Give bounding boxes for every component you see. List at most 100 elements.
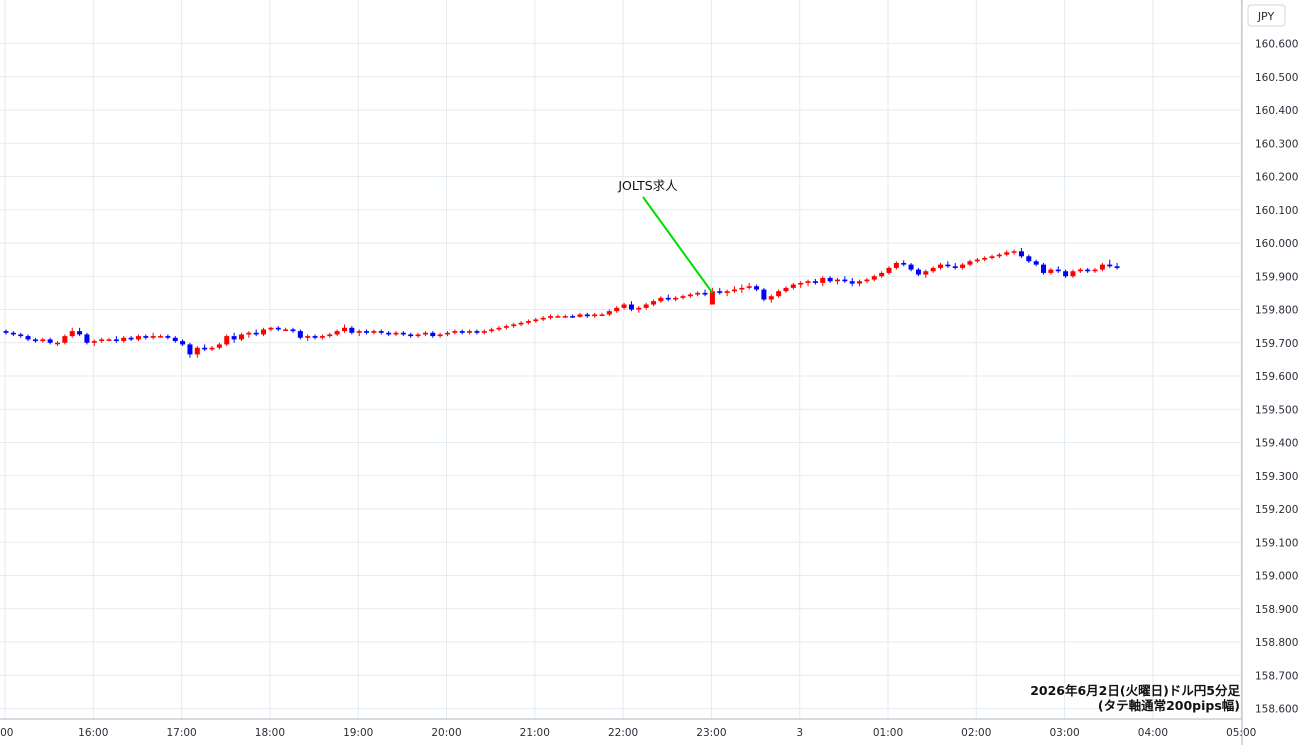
candle-body	[1033, 261, 1039, 265]
candle-body	[1063, 271, 1069, 277]
candle-body	[687, 294, 693, 297]
candle-body	[194, 347, 200, 355]
candle-body	[437, 334, 443, 337]
candle-body	[55, 342, 61, 345]
candle-body	[548, 316, 554, 318]
y-tick-label: 159.800	[1255, 305, 1298, 317]
candle-body	[1092, 269, 1098, 272]
annotation-pointer-line	[642, 196, 714, 294]
candle-body	[606, 311, 612, 315]
horizontal-gridlines	[0, 43, 1242, 709]
y-tick-label: 159.400	[1255, 438, 1298, 450]
candle-body	[474, 331, 480, 333]
candle-body	[99, 339, 105, 342]
candle-body	[327, 334, 333, 337]
candle-body	[717, 291, 723, 293]
candle-body	[481, 331, 487, 333]
candle-body	[628, 304, 634, 310]
candle-body	[930, 267, 936, 272]
candle-body	[1070, 271, 1076, 277]
candle-body	[408, 334, 414, 337]
candle-body	[643, 304, 649, 308]
candle-body	[187, 344, 193, 355]
candle-body	[901, 262, 907, 265]
candle-body	[952, 266, 958, 268]
x-tick-label: 05:00	[1226, 727, 1256, 739]
x-tick-label: 22:00	[608, 727, 638, 739]
x-tick-label: 03:00	[1049, 727, 1079, 739]
candle-body	[25, 336, 31, 340]
y-tick-label: 159.100	[1255, 537, 1298, 549]
candle-body	[135, 336, 141, 340]
candle-body	[297, 331, 303, 338]
candle-body	[1018, 251, 1024, 257]
candle-body	[312, 336, 318, 338]
y-tick-label: 158.600	[1255, 704, 1298, 716]
candle-body	[908, 264, 914, 270]
candle-body	[798, 282, 804, 285]
candle-body	[400, 332, 406, 335]
candle-body	[334, 331, 340, 335]
candle-body	[341, 327, 347, 332]
candle-body	[467, 331, 473, 333]
x-tick-label: 01:00	[873, 727, 903, 739]
candle-body	[1011, 251, 1017, 253]
y-tick-label: 159.200	[1255, 504, 1298, 516]
y-tick-label: 159.000	[1255, 571, 1298, 583]
candle-body	[805, 281, 811, 283]
candle-body	[496, 327, 502, 330]
candle-body	[518, 322, 524, 325]
x-tick-label: 20:00	[431, 727, 461, 739]
candle-body	[533, 319, 539, 322]
y-tick-label: 160.600	[1255, 39, 1298, 51]
candle-body	[790, 284, 796, 288]
candle-body	[768, 296, 774, 300]
y-tick-label: 159.300	[1255, 471, 1298, 483]
candle-body	[960, 264, 966, 268]
x-tick-label: 19:00	[343, 727, 373, 739]
candle-body	[18, 334, 24, 337]
candle-body	[776, 291, 782, 297]
candle-body	[731, 289, 737, 292]
candle-body	[570, 316, 576, 318]
x-tick-label: 3	[796, 727, 803, 739]
x-tick-label: 18:00	[255, 727, 285, 739]
candle-body	[319, 336, 325, 338]
y-tick-label: 159.700	[1255, 338, 1298, 350]
x-tick-label: 21:00	[520, 727, 550, 739]
candle-body	[10, 332, 16, 335]
candle-body	[503, 326, 509, 328]
candle-body	[1085, 269, 1091, 272]
candle-body	[724, 291, 730, 293]
candle-body	[879, 272, 885, 277]
candle-body	[422, 332, 428, 335]
candle-body	[231, 336, 237, 340]
candle-body	[857, 281, 863, 284]
candle-body	[702, 292, 708, 295]
chart-caption-line1: 2026年6月2日(火曜日)ドル円5分足	[1030, 683, 1240, 698]
candle-body	[452, 331, 458, 333]
candle-body	[378, 331, 384, 333]
y-tick-label: 159.900	[1255, 271, 1298, 283]
candle-body	[1048, 269, 1054, 273]
candle-body	[1055, 269, 1061, 272]
candle-body	[113, 339, 119, 342]
candle-body	[783, 287, 789, 292]
candle-body	[246, 332, 252, 335]
candle-body	[842, 279, 848, 282]
candle-body	[430, 332, 436, 337]
x-tick-label: 23:00	[696, 727, 726, 739]
candle-body	[673, 297, 679, 300]
y-tick-label: 159.500	[1255, 404, 1298, 416]
price-axis-labels: 160.600 160.500 160.400 160.300 160.200 160.1…	[1255, 39, 1298, 716]
candle-body	[849, 281, 855, 284]
candle-body	[1026, 256, 1032, 262]
candle-body	[371, 331, 377, 333]
candle-body	[47, 339, 53, 343]
candle-body	[584, 314, 590, 317]
time-axis-labels: :00 16:00 17:00 18:00 19:00 20:00 21:00 22:00 23…	[0, 727, 1256, 739]
candle-body	[238, 334, 244, 340]
candle-body	[121, 337, 127, 342]
candle-body	[1077, 269, 1083, 272]
